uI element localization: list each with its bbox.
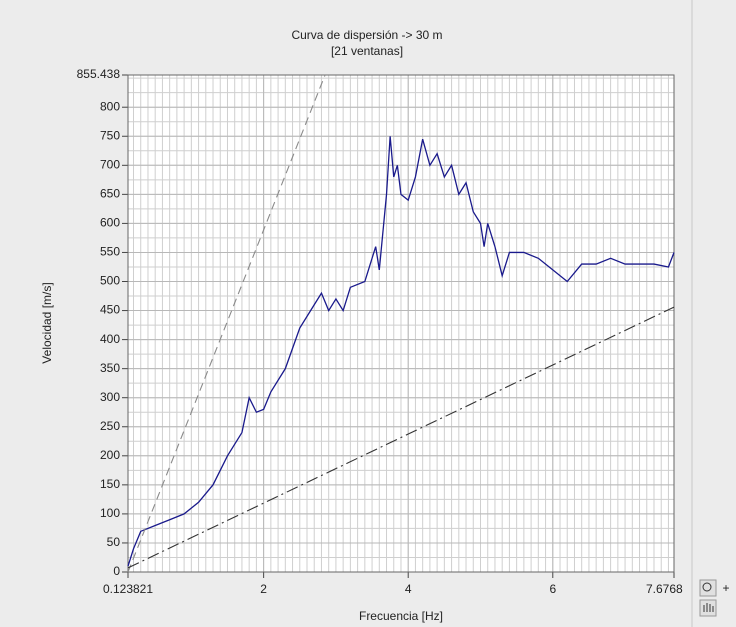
y-tick-label: 100	[100, 506, 120, 520]
graph-tools[interactable]: +	[699, 579, 730, 617]
y-tick-label: 300	[100, 390, 120, 404]
y-tick-label: 0	[113, 564, 120, 578]
chart-title: Curva de dispersión -> 30 m	[291, 28, 442, 42]
y-tick-label: 800	[100, 99, 120, 113]
data-line	[127, 136, 675, 567]
y-tick-label: 500	[100, 274, 120, 288]
y-tick-label: 750	[100, 128, 120, 142]
y-tick-label: 450	[100, 303, 120, 317]
cursor-tool[interactable]: +	[722, 581, 729, 595]
x-tick-label: 0.123821	[103, 582, 153, 596]
x-tick-label: 2	[260, 582, 267, 596]
y-tick-label: 600	[100, 216, 120, 230]
y-axis-label: Velocidad [m/s]	[40, 282, 54, 363]
y-tick-label: 700	[100, 157, 120, 171]
chart-subtitle: [21 ventanas]	[331, 44, 403, 58]
x-tick-label: 7.6768	[646, 582, 683, 596]
y-tick-label: 855.438	[77, 67, 121, 81]
zoom-tool[interactable]	[699, 579, 717, 597]
pan-icon	[703, 603, 714, 612]
x-axis-label: Frecuencia [Hz]	[359, 609, 443, 623]
y-tick-label: 650	[100, 187, 120, 201]
y-tick-label: 200	[100, 448, 120, 462]
plot-frame	[127, 74, 675, 573]
x-tick-label: 4	[405, 582, 412, 596]
x-tick-label: 6	[549, 582, 556, 596]
y-tick-label: 150	[100, 477, 120, 491]
y-tick-label: 400	[100, 332, 120, 346]
data-line	[127, 306, 675, 569]
pan-tool[interactable]	[699, 599, 717, 617]
y-tick-label: 250	[100, 419, 120, 433]
data-line	[127, 74, 326, 573]
y-tick-label: 550	[100, 245, 120, 259]
zoom-icon	[702, 582, 712, 592]
y-tick-label: 50	[107, 535, 121, 549]
y-tick-label: 350	[100, 361, 120, 375]
